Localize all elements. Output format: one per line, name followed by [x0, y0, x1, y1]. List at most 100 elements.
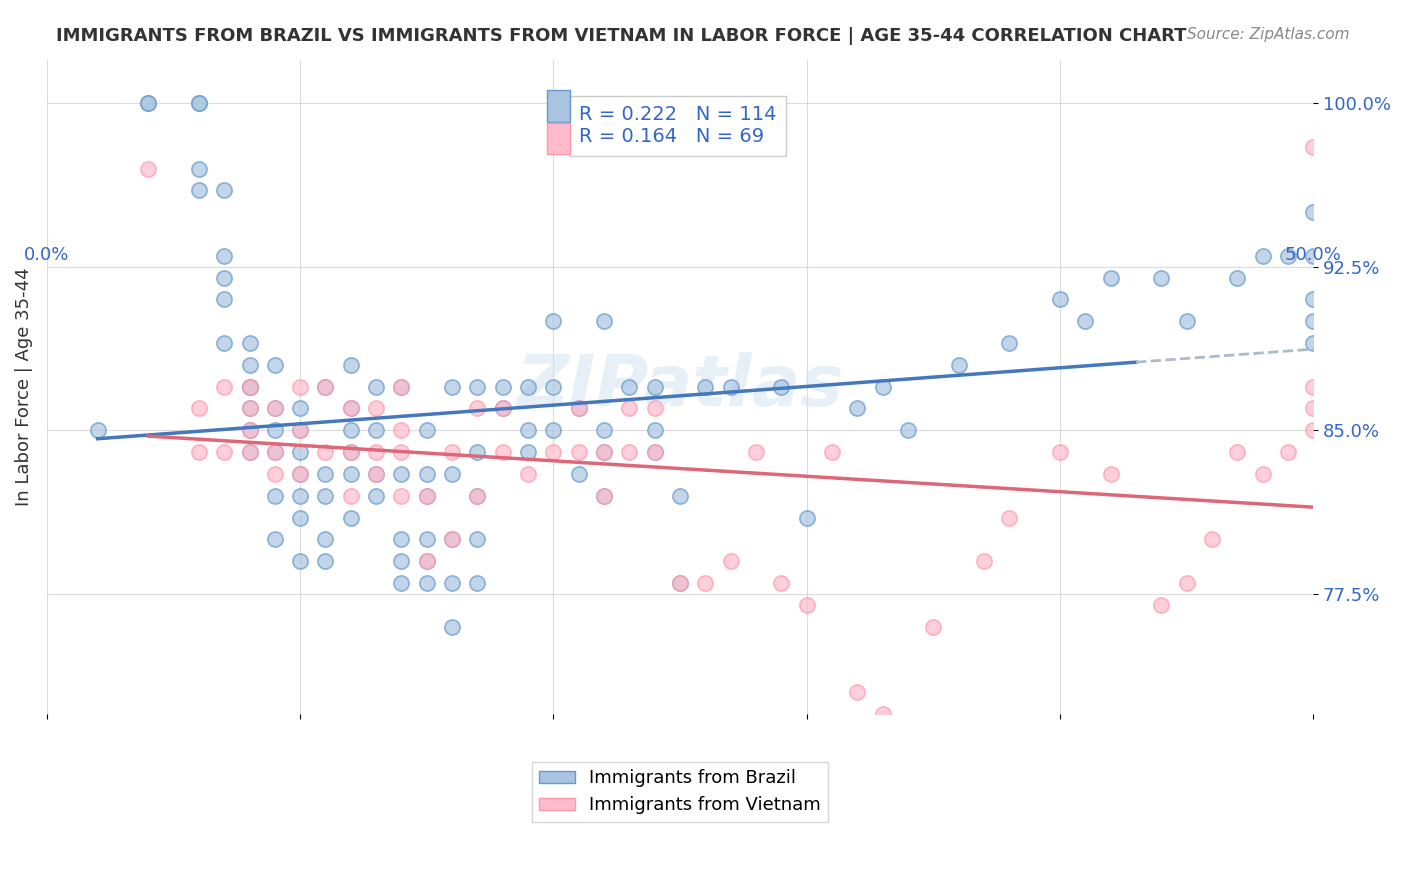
Point: [846, 401, 869, 416]
Point: [441, 619, 464, 633]
Point: [644, 380, 666, 394]
Point: [467, 533, 489, 547]
Point: [263, 467, 285, 481]
Text: ZIPatlas: ZIPatlas: [516, 352, 844, 421]
Point: [517, 423, 540, 437]
Point: [568, 401, 591, 416]
Point: [872, 706, 894, 721]
Point: [467, 445, 489, 459]
Point: [187, 445, 209, 459]
Point: [1302, 205, 1324, 219]
Point: [315, 489, 337, 503]
Point: [315, 533, 337, 547]
Point: [1302, 293, 1324, 307]
Point: [1226, 445, 1249, 459]
Point: [846, 685, 869, 699]
Point: [669, 489, 692, 503]
Point: [366, 445, 388, 459]
Point: [340, 489, 363, 503]
Point: [695, 380, 717, 394]
Point: [441, 533, 464, 547]
Point: [796, 510, 818, 524]
Point: [998, 336, 1021, 351]
Point: [212, 183, 235, 197]
Point: [1049, 293, 1071, 307]
Point: [288, 554, 311, 568]
Point: [922, 619, 945, 633]
Point: [467, 380, 489, 394]
Point: [441, 576, 464, 591]
Point: [441, 380, 464, 394]
Point: [366, 401, 388, 416]
Point: [1302, 140, 1324, 154]
Point: [796, 598, 818, 612]
Point: [1175, 314, 1198, 328]
Point: [593, 445, 616, 459]
Point: [391, 423, 413, 437]
Point: [897, 423, 920, 437]
Point: [391, 576, 413, 591]
Point: [391, 380, 413, 394]
Point: [568, 445, 591, 459]
Point: [288, 423, 311, 437]
Point: [288, 510, 311, 524]
Point: [136, 161, 159, 176]
Text: 50.0%: 50.0%: [1285, 246, 1341, 264]
Point: [695, 576, 717, 591]
Point: [1302, 249, 1324, 263]
Point: [441, 533, 464, 547]
Point: [263, 445, 285, 459]
Point: [467, 489, 489, 503]
Point: [998, 510, 1021, 524]
Point: [187, 96, 209, 111]
Point: [238, 401, 260, 416]
Point: [391, 445, 413, 459]
Point: [238, 358, 260, 372]
Point: [238, 380, 260, 394]
Point: [619, 401, 641, 416]
Point: [391, 533, 413, 547]
Point: [263, 401, 285, 416]
Point: [238, 380, 260, 394]
Point: [1201, 533, 1223, 547]
Point: [288, 467, 311, 481]
Point: [263, 358, 285, 372]
Point: [492, 380, 515, 394]
Point: [1074, 314, 1097, 328]
Point: [212, 380, 235, 394]
Point: [288, 445, 311, 459]
Point: [720, 380, 742, 394]
Point: [416, 554, 439, 568]
Point: [441, 445, 464, 459]
Point: [619, 445, 641, 459]
Point: [543, 423, 565, 437]
Point: [340, 510, 363, 524]
Point: [315, 380, 337, 394]
Point: [212, 293, 235, 307]
Point: [568, 401, 591, 416]
Point: [467, 489, 489, 503]
Point: [212, 249, 235, 263]
Point: [238, 423, 260, 437]
Point: [720, 554, 742, 568]
Point: [1150, 598, 1173, 612]
Point: [1175, 576, 1198, 591]
Point: [263, 401, 285, 416]
Point: [136, 96, 159, 111]
Point: [212, 336, 235, 351]
Text: IMMIGRANTS FROM BRAZIL VS IMMIGRANTS FROM VIETNAM IN LABOR FORCE | AGE 35-44 COR: IMMIGRANTS FROM BRAZIL VS IMMIGRANTS FRO…: [56, 27, 1187, 45]
Point: [187, 96, 209, 111]
Point: [288, 423, 311, 437]
Point: [568, 467, 591, 481]
Point: [1302, 380, 1324, 394]
Point: [467, 576, 489, 591]
Point: [593, 423, 616, 437]
Point: [1251, 467, 1274, 481]
Point: [238, 336, 260, 351]
Point: [366, 467, 388, 481]
Point: [872, 380, 894, 394]
Point: [593, 489, 616, 503]
Point: [288, 489, 311, 503]
Point: [770, 380, 793, 394]
Point: [212, 445, 235, 459]
